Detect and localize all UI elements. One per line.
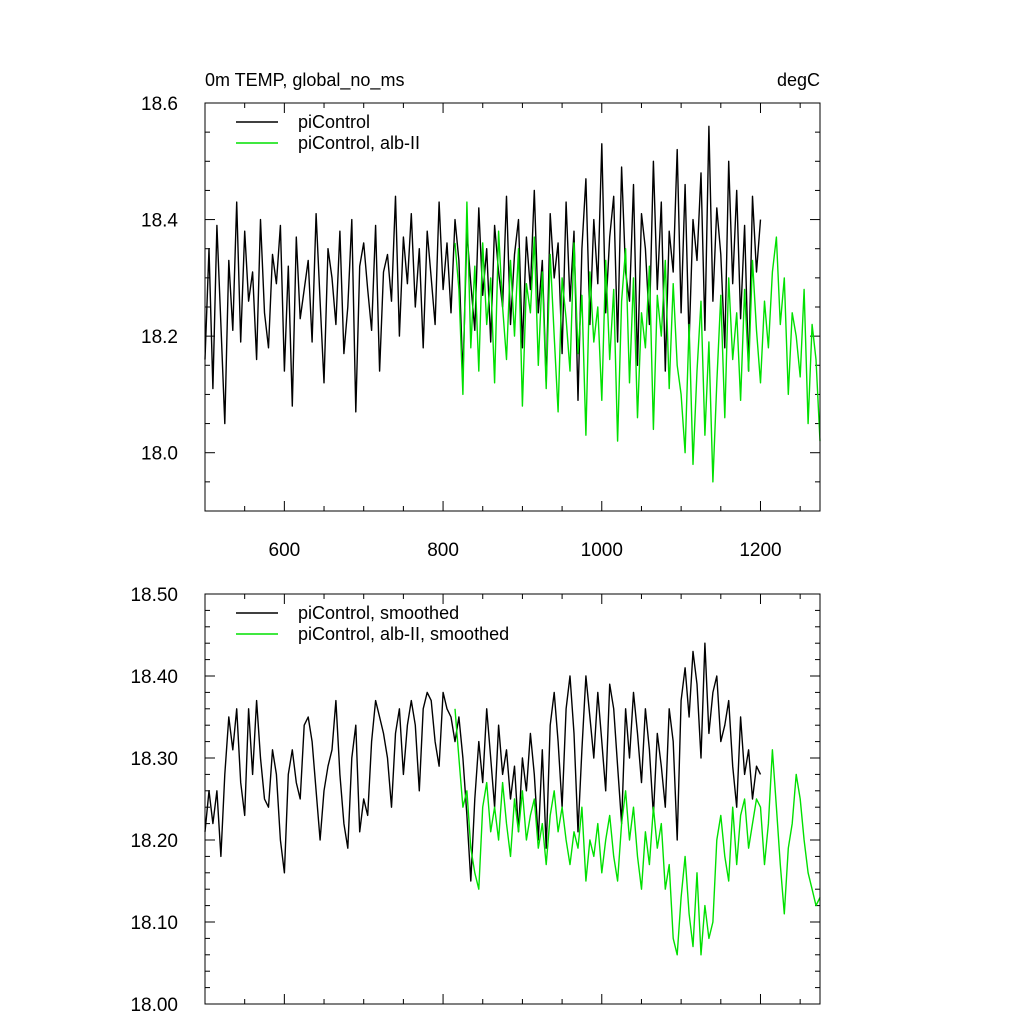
tick-labels: 18.00 18.10 18.20 18.30 18.40 18.50 <box>130 585 178 1016</box>
legend-label: piControl, alb-II <box>298 133 420 153</box>
y-tick-label: 18.0 <box>141 444 178 465</box>
series-line <box>454 201 821 483</box>
x-tick-label: 1200 <box>739 540 781 561</box>
y-tick-label: 18.40 <box>130 667 178 688</box>
tick-marks <box>204 593 820 1005</box>
tick-labels: 600 800 1000 1200 18.0 18.2 18.4 18.6 <box>141 94 782 561</box>
y-tick-label: 18.20 <box>130 831 178 852</box>
legend-label: piControl, smoothed <box>298 603 459 623</box>
y-tick-label: 18.2 <box>141 327 178 348</box>
series-line <box>204 125 762 425</box>
y-tick-label: 18.6 <box>141 94 178 115</box>
x-tick-label: 800 <box>427 540 459 561</box>
y-tick-label: 18.4 <box>141 211 178 232</box>
plot-units: degC <box>777 70 820 90</box>
series-lines <box>204 642 821 956</box>
x-tick-label: 600 <box>269 540 301 561</box>
x-tick-label: 1000 <box>581 540 623 561</box>
y-tick-label: 18.30 <box>130 749 178 770</box>
y-tick-label: 18.10 <box>130 913 178 934</box>
top-panel: 0m TEMP, global_no_ms degC 600 800 1000 120… <box>141 70 821 561</box>
series-line <box>454 708 821 956</box>
legend-label: piControl, alb-II, smoothed <box>298 624 509 644</box>
series-line <box>204 642 762 882</box>
bottom-panel: 18.00 18.10 18.20 18.30 18.40 18.50 piControl… <box>130 585 821 1016</box>
legend-label: piControl <box>298 112 370 132</box>
series-lines <box>204 125 821 483</box>
plot-frame <box>204 102 821 512</box>
plot-frame <box>204 593 821 1005</box>
y-tick-label: 18.00 <box>130 995 178 1016</box>
y-tick-label: 18.50 <box>130 585 178 606</box>
plot-title: 0m TEMP, global_no_ms <box>205 70 404 91</box>
